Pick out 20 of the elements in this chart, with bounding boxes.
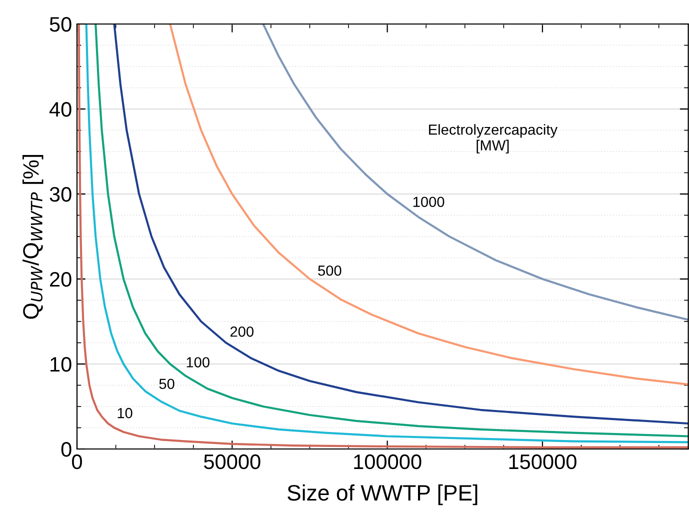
x-tick-label: 0 xyxy=(72,454,82,470)
series-label: 50 xyxy=(159,378,174,390)
y-tick-label: 50 xyxy=(50,17,72,32)
x-axis-title: Size of WWTP [PE] xyxy=(288,484,478,506)
y-tick-label: 20 xyxy=(50,272,72,287)
series-label: 10 xyxy=(118,408,132,418)
legend-title: Electrolyzercapacity [MW] xyxy=(429,124,558,154)
y-tick-label: 0 xyxy=(61,442,72,457)
x-tick-label: 100000 xyxy=(354,454,422,470)
series-label: 500 xyxy=(318,265,342,276)
y-axis-title: Q$_{UPW}$/Q$_{WWTP}$ [%] xyxy=(22,154,44,319)
y-tick-label: 30 xyxy=(50,187,72,202)
y-tick-label: 40 xyxy=(49,102,72,117)
x-tick-label: 50000 xyxy=(204,454,260,470)
x-tick-label: 150000 xyxy=(509,454,576,470)
series-label: 200 xyxy=(230,326,254,337)
series-label: 1000 xyxy=(413,196,444,208)
line-series xyxy=(262,24,688,321)
y-tick-label: 10 xyxy=(50,357,72,372)
series-label: 100 xyxy=(186,357,210,368)
